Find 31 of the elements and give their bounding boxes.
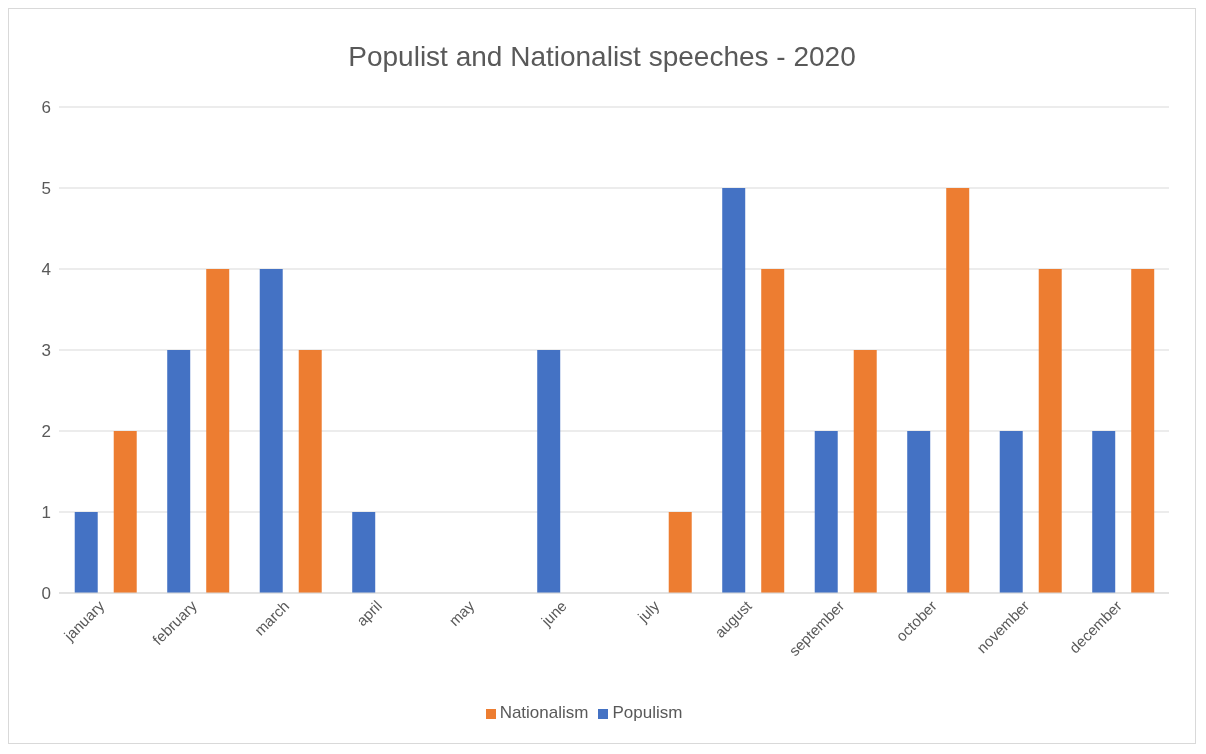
bar [999,431,1023,593]
bar [722,188,746,593]
bar [74,512,98,593]
bar [853,350,877,593]
y-tick-label: 4 [41,260,51,280]
x-tick-label: may [445,596,478,630]
bar [814,431,838,593]
bar [259,269,283,593]
bar [206,269,230,593]
legend-label: Nationalism [499,703,589,722]
bar [1038,269,1062,593]
y-tick-label: 2 [41,422,51,442]
chart-title: Populist and Nationalist speeches - 2020 [347,40,857,74]
x-tick-label: july [633,596,663,626]
bar [352,512,376,593]
bar [298,350,322,593]
bar [537,350,561,593]
y-tick-label: 6 [41,98,51,118]
bar [761,269,785,593]
y-tick-label: 1 [41,503,51,523]
y-tick-label: 5 [41,179,51,199]
legend-label: Populism [612,703,683,722]
bar [113,431,137,593]
bar [946,188,970,593]
bar [907,431,931,593]
bar [1131,269,1155,593]
bar [668,512,692,593]
bar [167,350,191,593]
bar [1092,431,1116,593]
y-tick-label: 3 [41,341,51,361]
y-tick-label: 0 [41,584,51,604]
